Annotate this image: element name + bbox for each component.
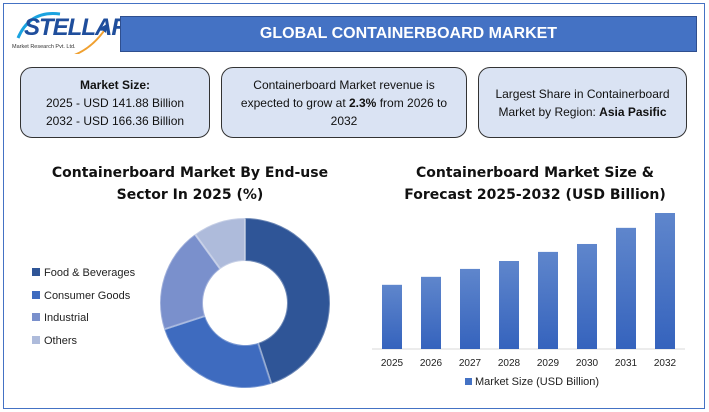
legend-label: Industrial [44, 312, 89, 324]
growth-card: Containerboard Market revenue is expecte… [221, 67, 467, 138]
infographic-frame [3, 3, 705, 409]
legend-item: Food & Beverages [32, 262, 135, 285]
bar-legend-label: Market Size (USD Billion) [475, 376, 600, 388]
x-tick-label: 2026 [420, 358, 443, 369]
donut-chart-title: Containerboard Market By End-use Sector … [51, 165, 329, 203]
bar-2029 [538, 251, 558, 349]
x-tick-label: 2027 [459, 358, 482, 369]
legend-swatch [32, 335, 40, 344]
legend-label: Others [44, 334, 78, 347]
market-size-2032: 2032 - USD 166.36 Billion [45, 113, 185, 128]
donut-slice-food-beverages [244, 216, 331, 386]
bar-2031 [616, 227, 636, 349]
bar-2028 [499, 260, 519, 349]
x-tick-label: 2029 [537, 358, 560, 369]
bar-2025 [382, 284, 402, 349]
legend-swatch [32, 268, 40, 276]
legend-item: Industrial [32, 307, 135, 330]
growth-text: Containerboard Market revenue is expecte… [240, 77, 448, 128]
donut-slice-consumer-goods [162, 314, 273, 389]
market-size-card: Market Size: 2025 - USD 141.88 Billion 2… [20, 67, 210, 138]
page-title: GLOBAL CONTAINERBOARD MARKET [120, 16, 697, 52]
logo-wordmark: STELLAR [24, 14, 129, 41]
growth-rate: 2.3% [349, 95, 377, 110]
x-tick-label: 2028 [498, 358, 521, 369]
region-value: Asia Pasific [599, 104, 667, 119]
x-tick-label: 2031 [615, 358, 638, 369]
market-size-heading: Market Size: [79, 77, 151, 92]
bar-2027 [460, 268, 480, 349]
legend-swatch [465, 378, 472, 385]
legend-item: Consumer Goods [32, 285, 135, 308]
legend-swatch [32, 313, 40, 321]
bar-2030 [577, 243, 597, 349]
market-size-2025: 2025 - USD 141.88 Billion [45, 95, 185, 110]
logo-swoosh-icon [16, 12, 107, 54]
region-text: Largest Share in Containerboard Market b… [495, 86, 670, 119]
stellar-logo: STELLAR Market Research Pvt. Ltd. [10, 8, 129, 54]
bar-2026 [421, 276, 441, 349]
bar-2032 [655, 213, 675, 349]
legend-swatch [32, 290, 40, 299]
bar-chart-title: Containerboard Market Size & Forecast 20… [404, 165, 666, 203]
x-tick-label: 2025 [381, 358, 404, 369]
donut-slice-industrial [159, 232, 222, 331]
x-tick-label: 2032 [654, 358, 677, 369]
donut-slice-others [193, 216, 246, 271]
logo-tagline: Market Research Pvt. Ltd. [12, 44, 76, 50]
bar-legend: Market Size (USD Billion) [465, 376, 599, 388]
region-card: Largest Share in Containerboard Market b… [478, 67, 687, 138]
x-tick-label: 2030 [576, 358, 599, 369]
donut-legend: Food & Beverages Consumer Goods Industrial… [32, 262, 135, 352]
bar-chart: 2025 2026 2027 2028 2029 2030 2031 2032 [372, 213, 685, 369]
donut-chart [159, 216, 331, 389]
legend-label: Consumer Goods [44, 289, 131, 302]
legend-item: Others [32, 330, 135, 353]
legend-label: Food & Beverages [44, 267, 136, 279]
